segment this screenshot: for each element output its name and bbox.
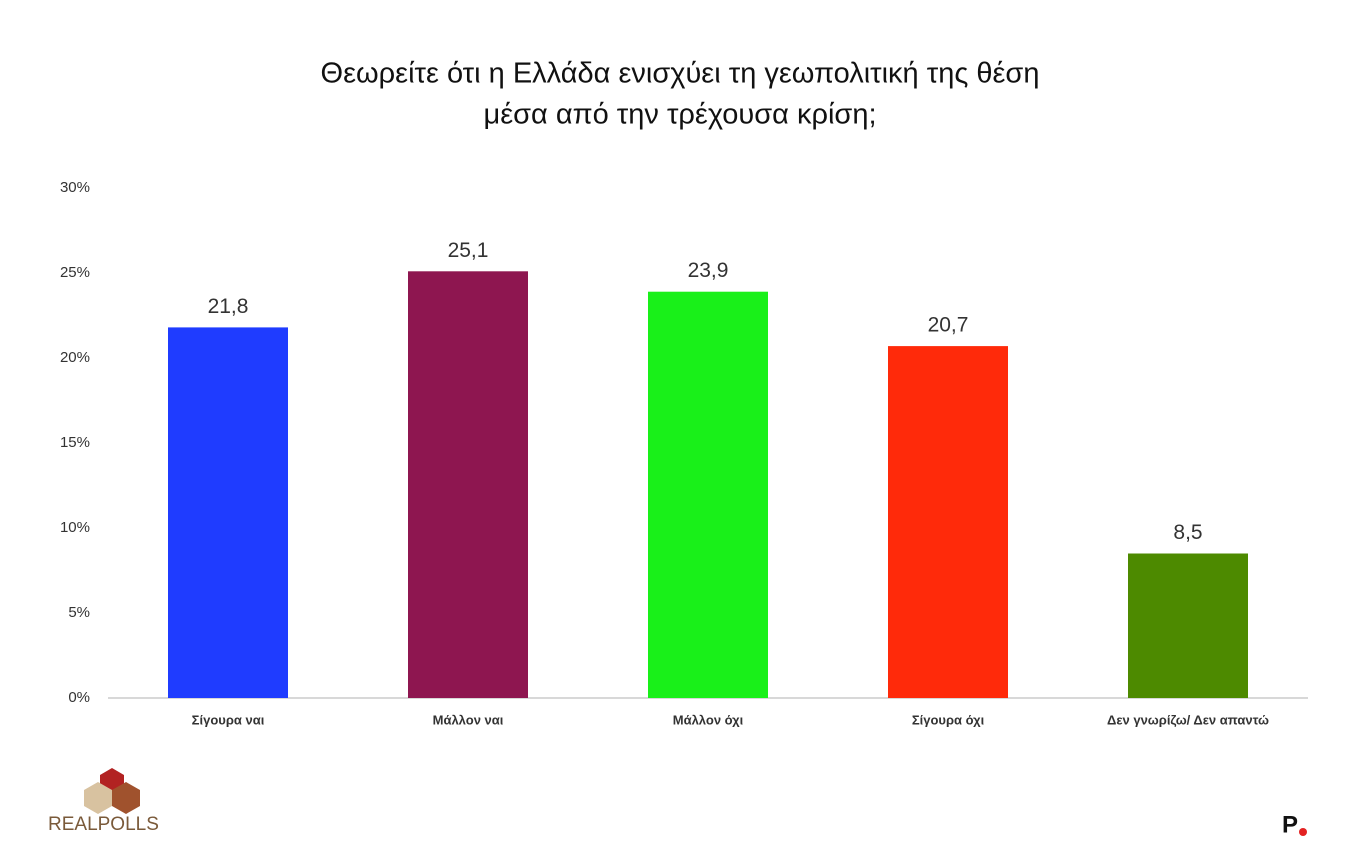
y-tick-label: 20% [60,349,90,366]
logo-text: P [1282,811,1298,838]
y-tick-label: 30% [60,179,90,196]
bar [888,346,1008,698]
data-label: 23,9 [688,259,729,282]
y-tick-label: 5% [68,604,90,621]
data-label: 25,1 [448,239,489,262]
bar [1128,553,1248,698]
chart-title: μέσα από την τρέχουσα κρίση; [483,99,876,131]
y-tick-label: 10% [60,519,90,536]
x-tick-label: Σίγουρα όχι [912,712,985,727]
left-logo: REALPOLLS [48,768,159,835]
data-label: 20,7 [928,314,969,337]
bar [168,327,288,698]
bar [648,291,768,698]
x-tick-label: Μάλλον ναι [433,712,504,727]
chart-title: Θεωρείτε ότι η Ελλάδα ενισχύει τη γεωπολ… [321,58,1040,90]
bar [408,271,528,698]
data-label: 8,5 [1173,521,1202,544]
x-tick-label: Μάλλον όχι [673,712,744,727]
y-tick-label: 25% [60,264,90,281]
y-tick-label: 15% [60,434,90,451]
right-logo: P [1282,811,1307,838]
logo-text: REALPOLLS [48,814,159,835]
data-label: 21,8 [208,295,249,318]
x-tick-label: Δεν γνωρίζω/ Δεν απαντώ [1107,712,1269,727]
y-tick-label: 0% [68,689,90,706]
x-tick-label: Σίγουρα ναι [192,712,265,727]
